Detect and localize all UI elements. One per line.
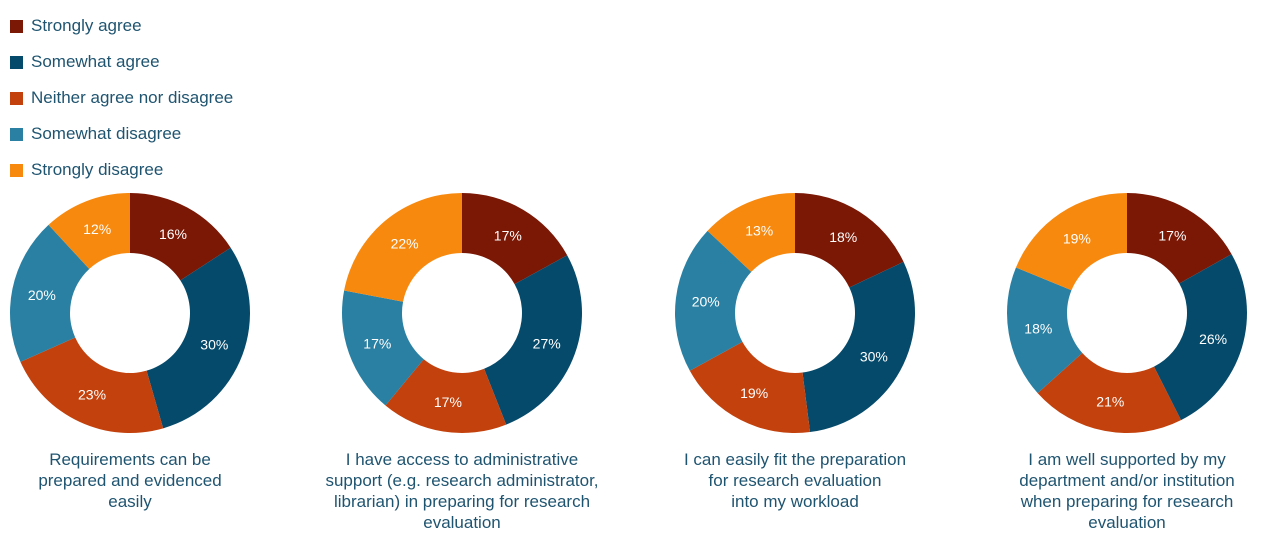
slice-somewhat-agree [146, 247, 251, 429]
caption-line: support (e.g. research administrator, [325, 471, 599, 490]
slice-strongly-disagree [344, 193, 462, 302]
slice-somewhat-agree [1153, 254, 1247, 421]
slice-strongly-disagree [48, 193, 130, 269]
slice-somewhat-disagree [341, 290, 424, 406]
slice-label: 19% [740, 385, 768, 401]
slice-label: 12% [83, 221, 111, 237]
slice-label: 18% [1024, 320, 1052, 336]
caption-line: into my workload [731, 492, 859, 511]
slice-label: 20% [28, 287, 56, 303]
slice-somewhat-agree [484, 255, 582, 425]
slice-neither-agree-nor-disagree [689, 341, 811, 433]
caption-line: for research evaluation [708, 471, 882, 490]
legend-swatch [10, 55, 23, 69]
legend-label: Somewhat disagree [31, 124, 182, 143]
slice-label: 27% [533, 335, 561, 351]
donut-chart-2: 17% 27% 17% 17% 22% [341, 193, 582, 434]
legend: Strongly agree Somewhat agree Neither agre… [10, 8, 233, 188]
chart-caption-2: I have access to administrative support (… [322, 449, 602, 533]
slice-strongly-disagree [707, 193, 795, 272]
slice-label: 16% [159, 226, 187, 242]
slice-neither-agree-nor-disagree [385, 359, 507, 434]
caption-line: Requirements can be [49, 450, 211, 469]
caption-line: I can easily fit the preparation [683, 450, 907, 469]
donut-chart-3: 18% 30% 19% 20% 13% [675, 193, 916, 433]
slice-strongly-disagree [1015, 193, 1127, 291]
donut-chart-4: 17% 26% 21% 18% 19% [1006, 193, 1247, 433]
slice-neither-agree-nor-disagree [20, 337, 164, 433]
slice-label: 20% [692, 294, 720, 310]
slice-label: 17% [494, 228, 522, 244]
slice-somewhat-agree [802, 261, 916, 433]
slice-label: 13% [745, 222, 773, 238]
legend-label: Strongly agree [31, 16, 142, 35]
chart-caption-3: I can easily fit the preparation for rese… [655, 449, 935, 512]
slice-strongly-agree [1127, 193, 1232, 284]
slice-label: 26% [1199, 331, 1227, 347]
legend-item-somewhat-agree: Somewhat agree [10, 44, 233, 80]
legend-label: Neither agree nor disagree [31, 88, 234, 107]
legend-item-neither-agree-nor-disagree: Neither agree nor disagree [10, 80, 233, 116]
caption-line: department and/or institution [1019, 471, 1235, 490]
caption-line: I have access to administrative [345, 450, 579, 469]
slice-neither-agree-nor-disagree [1037, 353, 1181, 433]
slice-somewhat-disagree [675, 230, 752, 371]
slice-label: 30% [860, 348, 888, 364]
slice-label: 17% [434, 394, 462, 410]
caption-line: evaluation [1088, 513, 1166, 532]
caption-line: prepared and evidenced [38, 471, 222, 490]
chart-caption-1: Requirements can be prepared and evidence… [0, 449, 270, 512]
slice-label: 30% [200, 337, 228, 353]
legend-item-strongly-agree: Strongly agree [10, 8, 233, 44]
legend-swatch [10, 19, 23, 33]
caption-line: I am well supported by my [1028, 450, 1226, 469]
slice-somewhat-disagree [10, 224, 90, 362]
caption-line: easily [108, 492, 152, 511]
slice-label: 17% [363, 335, 391, 351]
slice-label: 18% [829, 229, 857, 245]
donut-chart-1: 16% 30% 23% 20% 12% [10, 193, 251, 433]
legend-swatch [10, 91, 23, 105]
slice-label: 19% [1063, 230, 1091, 246]
slice-somewhat-disagree [1006, 267, 1083, 394]
legend-label: Somewhat agree [31, 52, 160, 71]
slice-strongly-agree [130, 193, 231, 281]
legend-swatch [10, 163, 23, 177]
legend-swatch [10, 127, 23, 141]
slice-label: 17% [1158, 227, 1186, 243]
slice-label: 23% [78, 387, 106, 403]
slice-label: 22% [391, 236, 419, 252]
legend-item-strongly-disagree: Strongly disagree [10, 152, 233, 188]
slice-strongly-agree [462, 193, 568, 285]
legend-label: Strongly disagree [31, 160, 164, 179]
caption-line: librarian) in preparing for research [333, 492, 591, 511]
slice-label: 21% [1096, 393, 1124, 409]
chart-caption-4: I am well supported by my department and/… [987, 449, 1267, 533]
legend-item-somewhat-disagree: Somewhat disagree [10, 116, 233, 152]
caption-line: evaluation [423, 513, 501, 532]
slice-strongly-agree [795, 193, 904, 288]
caption-line: when preparing for research [1020, 492, 1234, 511]
